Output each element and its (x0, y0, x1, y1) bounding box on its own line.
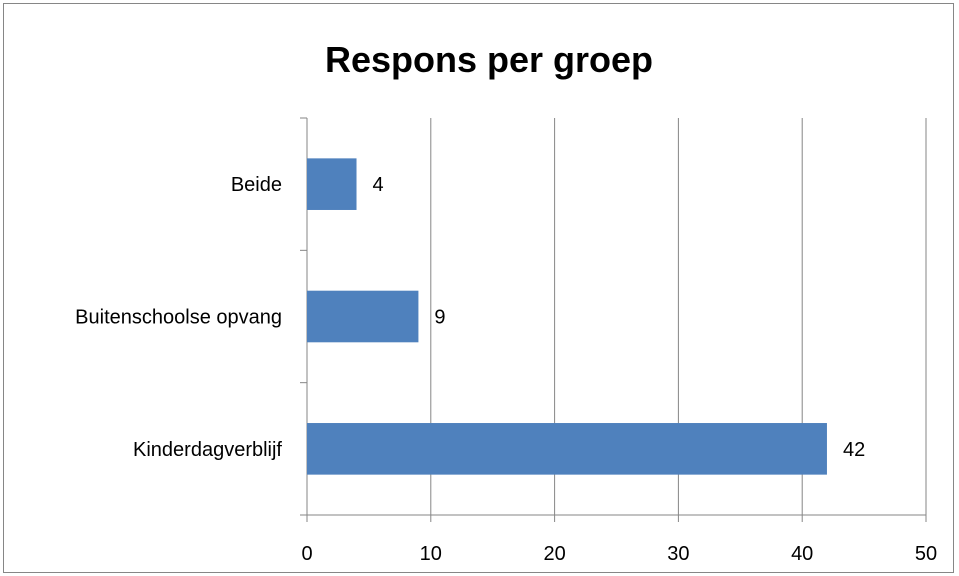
bar-kinderdagverblijf (307, 423, 827, 475)
x-tick-label-20: 20 (543, 543, 565, 565)
x-tick-label-0: 0 (301, 543, 312, 565)
category-label-beide: Beide (231, 174, 282, 196)
bar-buitenschoolse-opvang (307, 290, 419, 343)
labels: 0 10 20 30 40 50 Kinderdagverblijf 42 Buitenscho… (75, 174, 937, 565)
data-label-buitenschoolse-opvang: 9 (434, 307, 445, 329)
x-tick-label-10: 10 (420, 543, 442, 565)
x-tick-label-50: 50 (915, 543, 937, 565)
chart-title: Respons per groep (325, 39, 653, 80)
category-label-buitenschoolse-opvang: Buitenschoolse opvang (75, 307, 282, 329)
data-label-beide: 4 (373, 174, 384, 196)
bars (307, 158, 827, 475)
x-tick-label-30: 30 (667, 543, 689, 565)
x-tick-label-40: 40 (791, 543, 813, 565)
category-label-kinderdagverblijf: Kinderdagverblijf (133, 439, 282, 461)
bar-beide (307, 158, 357, 210)
data-label-kinderdagverblijf: 42 (843, 439, 865, 461)
chart-frame (3, 3, 954, 573)
